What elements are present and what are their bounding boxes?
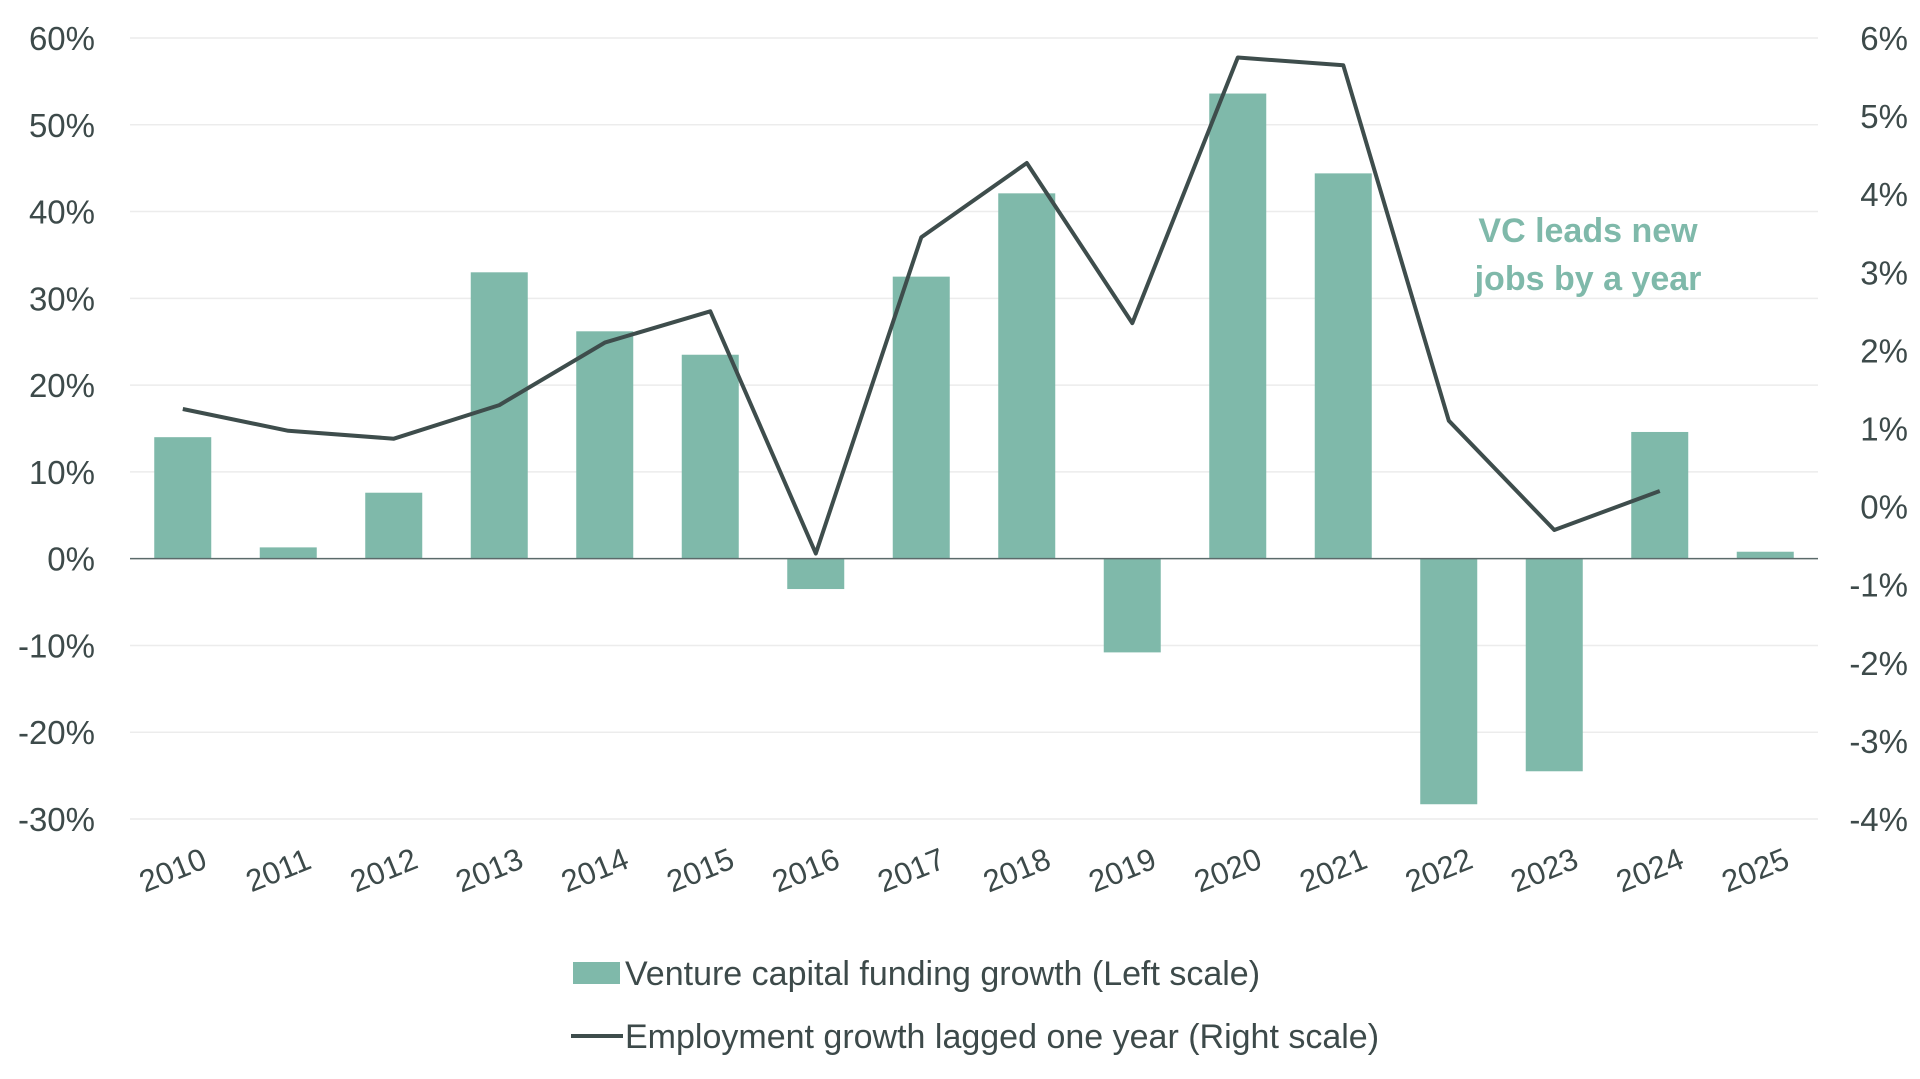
x-tick-label: 2019 (1084, 841, 1161, 899)
x-tick-label: 2020 (1189, 841, 1266, 899)
right-tick-label: 6% (1860, 20, 1908, 57)
x-tick-label: 2025 (1717, 841, 1794, 899)
right-tick-label: -4% (1849, 801, 1908, 838)
vc-bar-2025 (1736, 551, 1794, 559)
left-tick-label: 20% (29, 367, 95, 404)
x-tick-label: 2013 (451, 841, 528, 899)
x-tick-label: 2024 (1611, 841, 1688, 899)
left-tick-label: -20% (18, 714, 95, 751)
legend: Venture capital funding growth (Left sca… (571, 955, 1379, 1056)
left-axis-ticks: 60% 50% 40% 30% 20% 10% 0% -10% -20% -30% (18, 20, 95, 838)
vc-bar-2015 (681, 354, 739, 559)
employment-growth-line (182, 55, 1661, 556)
vc-bar-2016 (787, 558, 845, 590)
vc-bar-2019 (1103, 558, 1161, 653)
right-tick-label: 1% (1860, 411, 1908, 448)
x-tick-label: 2022 (1400, 841, 1477, 899)
left-tick-label: 30% (29, 280, 95, 317)
right-tick-label: 5% (1860, 98, 1908, 135)
right-tick-label: 2% (1860, 332, 1908, 369)
vc-bar-2022 (1420, 558, 1478, 805)
annotation-line-2: jobs by a year (1474, 260, 1702, 298)
gridlines (130, 37, 1818, 820)
annotation-line-1: VC leads new (1478, 212, 1698, 250)
left-tick-label: 0% (47, 541, 95, 578)
left-tick-label: 40% (29, 194, 95, 231)
right-tick-label: -3% (1849, 723, 1908, 760)
right-axis-ticks: 6% 5% 4% 3% 2% 1% 0% -1% -2% -3% -4% (1849, 20, 1908, 838)
vc-bar-2024 (1631, 431, 1689, 559)
vc-bar-2020 (1209, 93, 1267, 559)
x-tick-label: 2021 (1295, 841, 1372, 899)
x-tick-label: 2016 (767, 841, 844, 899)
legend-swatch-vc (573, 962, 620, 984)
right-tick-label: 4% (1860, 176, 1908, 213)
x-tick-label: 2010 (134, 841, 211, 899)
x-tick-label: 2014 (556, 841, 633, 899)
vc-bar-2010 (154, 437, 212, 559)
left-tick-label: 60% (29, 20, 95, 57)
legend-label-vc: Venture capital funding growth (Left sca… (625, 955, 1260, 993)
x-tick-label: 2015 (662, 841, 739, 899)
left-tick-label: -30% (18, 801, 95, 838)
x-tick-label: 2023 (1506, 841, 1583, 899)
vc-bar-2012 (365, 492, 423, 559)
x-tick-label: 2017 (873, 841, 950, 899)
vc-bar-2013 (470, 272, 528, 559)
right-tick-label: -1% (1849, 567, 1908, 604)
left-tick-label: 50% (29, 107, 95, 144)
vc-bar-2017 (892, 276, 950, 559)
vc-bar-2021 (1314, 173, 1372, 559)
legend-label-employment: Employment growth lagged one year (Right… (625, 1018, 1379, 1056)
left-tick-label: -10% (18, 627, 95, 664)
vc-bar-2023 (1525, 558, 1583, 772)
left-tick-label: 10% (29, 454, 95, 491)
x-tick-label: 2018 (978, 841, 1055, 899)
vc-bar-2014 (576, 331, 634, 559)
x-tick-label: 2011 (241, 842, 316, 899)
right-tick-label: -2% (1849, 645, 1908, 682)
right-tick-label: 0% (1860, 489, 1908, 526)
bar-series (154, 93, 1794, 805)
x-tick-label: 2012 (345, 841, 422, 899)
right-tick-label: 3% (1860, 254, 1908, 291)
x-axis-ticks: 2010 2011 2012 2013 2014 2015 2016 2017 2018 2019… (134, 841, 1794, 899)
vc-bar-2018 (998, 193, 1056, 559)
vc-bar-2011 (259, 547, 317, 559)
